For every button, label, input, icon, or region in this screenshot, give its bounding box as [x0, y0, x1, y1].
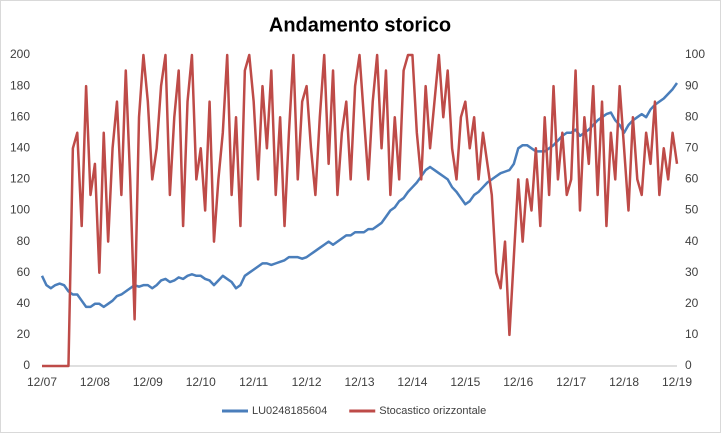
- y2-tick-label: 90: [685, 78, 699, 92]
- y-tick-label: 180: [10, 78, 30, 92]
- y2-tick-label: 20: [685, 296, 699, 310]
- x-tick-label: 12/15: [450, 375, 480, 389]
- y2-tick-label: 80: [685, 109, 699, 123]
- x-tick-label: 12/16: [503, 375, 533, 389]
- x-tick-label: 12/10: [186, 375, 216, 389]
- x-tick-label: 12/12: [292, 375, 322, 389]
- y-tick-label: 100: [10, 203, 30, 217]
- y2-tick-label: 60: [685, 172, 699, 186]
- y-tick-label: 40: [17, 296, 31, 310]
- x-tick-label: 12/07: [27, 375, 57, 389]
- y2-tick-label: 40: [685, 234, 699, 248]
- chart-title: Andamento storico: [269, 14, 451, 36]
- y2-tick-label: 100: [685, 47, 705, 61]
- y-tick-label: 60: [17, 265, 31, 279]
- x-tick-label: 12/18: [609, 375, 639, 389]
- series-line: [40, 82, 679, 309]
- y2-tick-label: 10: [685, 327, 699, 341]
- y-tick-label: 80: [17, 234, 31, 248]
- y2-tick-label: 30: [685, 265, 699, 279]
- x-tick-label: 12/13: [344, 375, 374, 389]
- y2-tick-label: 70: [685, 140, 699, 154]
- series-line: [42, 53, 679, 368]
- x-tick-label: 12/14: [397, 375, 427, 389]
- x-tick-label: 12/17: [556, 375, 586, 389]
- y-tick-label: 20: [17, 327, 31, 341]
- y-tick-label: 140: [10, 140, 30, 154]
- y2-tick-label: 50: [685, 203, 699, 217]
- legend-label: LU0248185604: [252, 405, 327, 417]
- y-tick-label: 200: [10, 47, 30, 61]
- x-tick-label: 12/19: [662, 375, 692, 389]
- y-tick-label: 120: [10, 172, 30, 186]
- legend-label: Stocastico orizzontale: [379, 405, 486, 417]
- y-tick-label: 0: [23, 358, 30, 372]
- x-tick-label: 12/09: [133, 375, 163, 389]
- y-tick-label: 160: [10, 109, 30, 123]
- x-tick-label: 12/08: [80, 375, 110, 389]
- x-tick-label: 12/11: [239, 375, 268, 389]
- y2-tick-label: 0: [685, 358, 692, 372]
